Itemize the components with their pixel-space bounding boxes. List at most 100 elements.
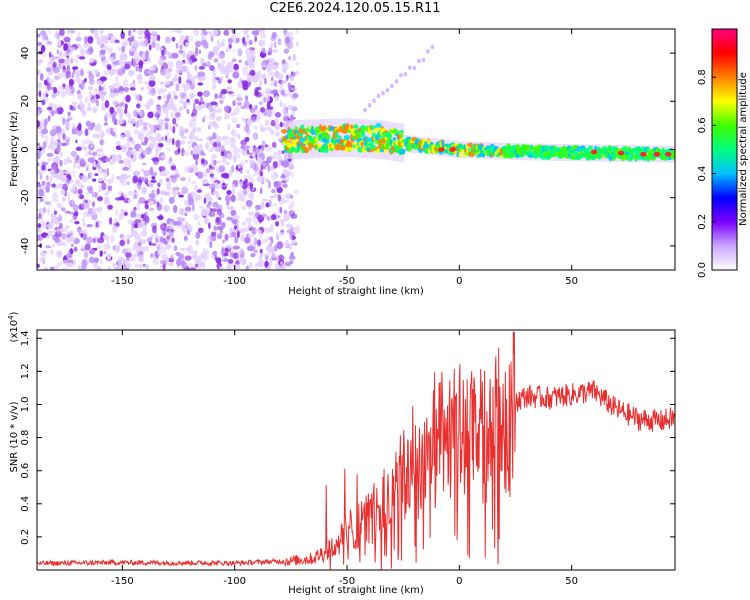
noise-blob	[66, 262, 73, 268]
noise-blob	[143, 81, 149, 85]
noise-blob	[43, 122, 47, 130]
noise-blob	[127, 190, 133, 196]
noise-blob	[93, 69, 99, 74]
noise-blob	[197, 227, 204, 234]
noise-blob	[120, 214, 124, 219]
spur-dot	[381, 91, 385, 96]
noise-blob	[282, 183, 288, 188]
noise-blob	[138, 117, 144, 126]
noise-blob	[171, 237, 175, 243]
noise-blob	[245, 216, 253, 224]
noise-blob	[255, 91, 262, 98]
noise-blob	[283, 209, 288, 215]
noise-blob	[40, 149, 46, 154]
noise-blob	[232, 252, 239, 260]
noise-blob	[161, 49, 165, 57]
noise-blob	[212, 78, 217, 84]
noise-blob	[139, 110, 143, 118]
noise-blob	[230, 209, 237, 217]
x-tick-label: 50	[565, 276, 578, 287]
noise-blob	[121, 46, 126, 53]
noise-blob	[230, 138, 235, 143]
noise-blob	[99, 206, 103, 214]
noise-blob	[202, 266, 206, 270]
noise-blob	[285, 239, 289, 248]
noise-blob	[223, 141, 230, 146]
noise-blob	[136, 245, 144, 251]
noise-blob	[84, 78, 87, 82]
noise-blob	[233, 69, 239, 76]
noise-blob	[148, 207, 155, 211]
signal-hotspot	[375, 123, 382, 128]
noise-blob	[61, 266, 68, 270]
noise-blob	[249, 191, 255, 200]
signal-hotspot	[640, 151, 647, 157]
noise-blob	[290, 251, 294, 259]
noise-blob	[142, 246, 150, 252]
noise-blob	[217, 78, 222, 84]
noise-blob	[38, 71, 43, 75]
noise-blob	[260, 107, 266, 113]
noise-blob	[179, 127, 186, 135]
noise-blob	[236, 230, 240, 239]
noise-blob	[178, 49, 184, 54]
noise-blob	[83, 42, 88, 49]
noise-blob	[136, 181, 142, 190]
noise-blob	[101, 182, 107, 191]
noise-blob	[141, 122, 149, 126]
noise-blob	[261, 145, 265, 151]
noise-blob	[261, 238, 267, 245]
signal-blob	[293, 142, 298, 148]
signal-blob	[316, 143, 323, 147]
noise-blob	[121, 65, 125, 71]
y-tick-label: -40	[20, 238, 31, 254]
noise-blob	[132, 29, 136, 33]
noise-blob	[220, 221, 226, 229]
noise-blob	[155, 146, 160, 155]
noise-blob	[75, 139, 78, 144]
signal-blob	[469, 142, 473, 148]
noise-blob	[126, 267, 130, 270]
noise-blob	[198, 49, 202, 54]
noise-blob	[194, 40, 202, 47]
noise-blob	[137, 207, 140, 211]
signal-blob	[392, 137, 396, 141]
noise-blob	[148, 44, 152, 51]
noise-blob	[129, 38, 132, 47]
noise-blob	[41, 251, 47, 255]
noise-blob	[83, 250, 89, 259]
noise-blob	[260, 187, 263, 195]
noise-blob	[99, 76, 107, 82]
noise-blob	[197, 91, 203, 97]
noise-blob	[255, 116, 262, 120]
noise-blob	[140, 168, 145, 173]
noise-blob	[45, 67, 52, 73]
noise-blob	[43, 198, 47, 203]
noise-blob	[47, 230, 53, 237]
noise-blob	[94, 32, 99, 40]
noise-blob	[295, 70, 300, 76]
noise-blob	[258, 101, 264, 105]
noise-blob	[129, 87, 136, 91]
noise-blob	[136, 103, 141, 109]
noise-blob	[155, 115, 158, 123]
noise-blob	[67, 196, 71, 205]
noise-blob	[194, 65, 198, 71]
noise-blob	[142, 187, 146, 192]
noise-blob	[162, 107, 169, 114]
noise-blob	[274, 244, 278, 252]
noise-blob	[223, 29, 230, 36]
snr-x-axis-label: Height of straight line (km)	[288, 585, 424, 596]
signal-blob	[280, 129, 288, 134]
noise-blob	[37, 42, 43, 46]
noise-blob	[157, 58, 165, 66]
noise-blob	[232, 147, 240, 155]
noise-blob	[236, 96, 243, 102]
noise-blob	[70, 219, 74, 224]
noise-blob	[150, 171, 158, 177]
noise-blob	[125, 262, 132, 269]
noise-blob	[166, 182, 172, 191]
noise-blob	[228, 44, 232, 49]
noise-blob	[267, 245, 274, 253]
noise-blob	[220, 151, 225, 157]
